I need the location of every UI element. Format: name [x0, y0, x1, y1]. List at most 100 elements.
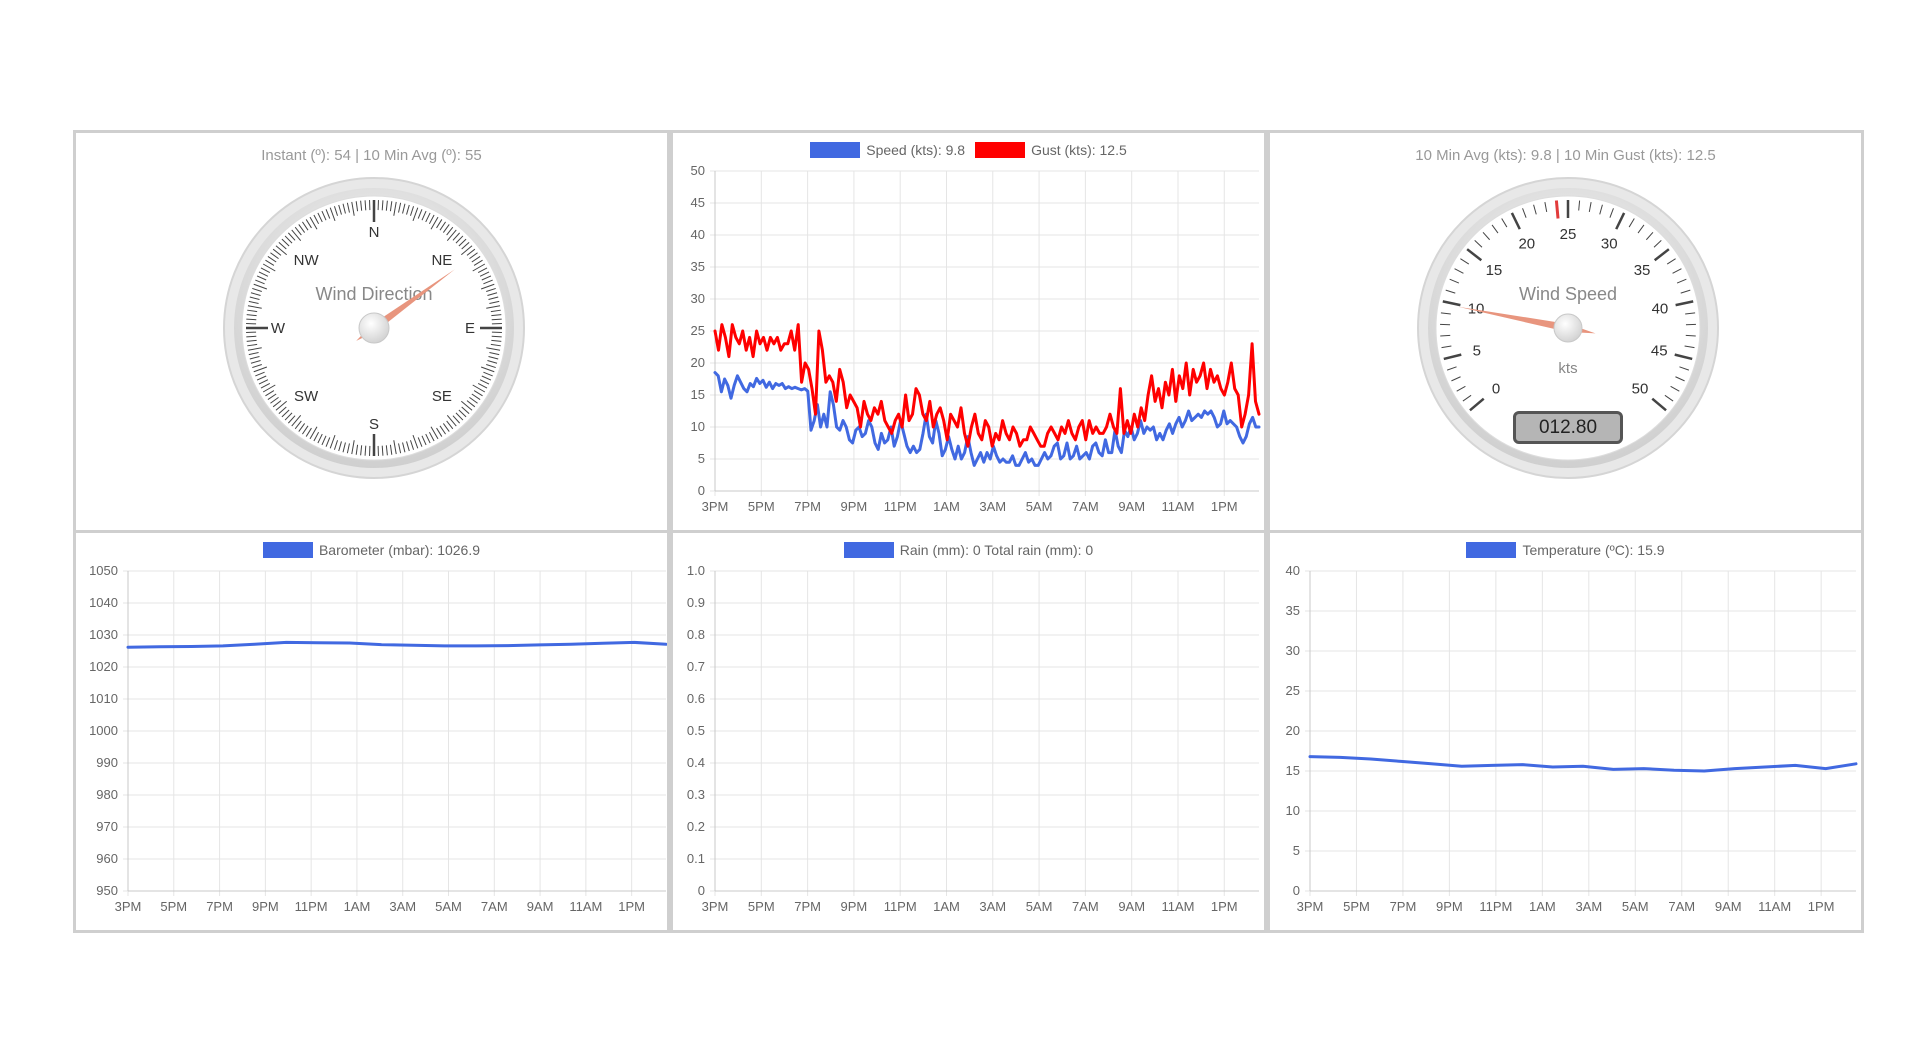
- x-tick-label: 1PM: [1211, 899, 1238, 914]
- x-tick-label: 7AM: [1072, 899, 1099, 914]
- y-tick-label: 0: [698, 883, 705, 898]
- compass-tick: [490, 343, 501, 347]
- x-tick-label: 7AM: [1072, 499, 1099, 514]
- speed-scale-label: 15: [1486, 262, 1503, 279]
- legend-label-rain: Rain (mm): 0 Total rain (mm): 0: [899, 542, 1094, 558]
- compass-tick: [252, 363, 262, 369]
- y-tick-label: 30: [1286, 643, 1300, 658]
- compass-tick: [393, 440, 397, 455]
- compass-tick: [338, 204, 342, 215]
- compass-tick: [461, 406, 470, 415]
- compass-tick: [491, 339, 502, 342]
- speed-tick: [1441, 345, 1452, 349]
- speed-hub: [1553, 313, 1583, 343]
- y-tick-label: 1.0: [687, 563, 705, 578]
- compass-tick: [249, 356, 260, 360]
- compass-tick: [455, 412, 464, 421]
- compass-tick: [385, 445, 388, 456]
- speed-tick: [1676, 278, 1687, 284]
- compass-tick: [406, 204, 410, 215]
- speed-scale-label: 40: [1652, 300, 1669, 317]
- compass-tick: [487, 292, 498, 296]
- compass-tick: [272, 400, 282, 408]
- x-tick-label: 11PM: [884, 899, 917, 914]
- x-tick-label: 1PM: [618, 899, 645, 914]
- y-tick-label: 0.6: [687, 691, 705, 706]
- compass-tick: [267, 393, 277, 400]
- compass-tick: [278, 406, 287, 415]
- x-tick-label: 1AM: [933, 899, 960, 914]
- compass-tick: [247, 305, 262, 309]
- x-tick-label: 3PM: [702, 499, 729, 514]
- y-tick-label: 960: [96, 851, 118, 866]
- speed-scale-label: 25: [1560, 226, 1577, 243]
- compass-tick: [489, 300, 500, 304]
- x-tick-label: 9AM: [1118, 899, 1145, 914]
- wind-direction-gauge: N NE E SE S SW W NW Wind Direction: [223, 177, 525, 479]
- y-tick-label: 35: [691, 259, 705, 274]
- compass-tick: [275, 245, 287, 256]
- compass-tick: [412, 207, 419, 222]
- barometer-chart: 950 960 970 980 990 1000 1010 1020 1030 1040 1050 3…: [89, 563, 667, 914]
- compass-tick: [246, 339, 257, 342]
- compass-title-label: Wind Direction: [315, 284, 432, 304]
- compass-cardinal-label: S: [369, 416, 379, 433]
- legend-item-gust[interactable]: Gust (kts): 12.5: [975, 142, 1127, 158]
- compass-tick: [246, 318, 257, 321]
- compass-tick: [281, 409, 290, 418]
- x-tick-label: 11PM: [295, 899, 328, 914]
- speed-scale-label: 50: [1632, 380, 1649, 397]
- compass-tick: [338, 441, 342, 452]
- compass-tick: [472, 263, 486, 272]
- y-tick-label: 0.3: [687, 787, 705, 802]
- x-tick-label: 3AM: [389, 899, 416, 914]
- compass-tick: [473, 390, 483, 397]
- x-tick-label: 9AM: [1118, 499, 1145, 514]
- speed-tick: [1645, 231, 1654, 241]
- speed-tick: [1446, 366, 1457, 371]
- speed-tick: [1443, 353, 1462, 361]
- legend-item-speed[interactable]: Speed (kts): 9.8: [810, 142, 965, 158]
- speed-tick: [1440, 334, 1451, 337]
- x-tick-label: 7AM: [1668, 899, 1695, 914]
- compass-tick: [442, 224, 450, 233]
- x-tick-label: 7PM: [794, 899, 821, 914]
- compass-tick: [481, 375, 492, 381]
- compass-tick: [491, 335, 502, 338]
- legend-swatch-barometer: [262, 542, 313, 558]
- temperature-panel: Temperature (ºC): 15.9 0 5 10 15 20 25 30 35 40 3…: [1267, 530, 1864, 933]
- compass-tick: [260, 382, 271, 389]
- speed-tick: [1491, 224, 1499, 234]
- speed-tick: [1469, 397, 1485, 412]
- compass-tick: [360, 200, 363, 211]
- compass-tick: [491, 318, 502, 321]
- compass-tick: [436, 219, 443, 229]
- rain-panel: Rain (mm): 0 Total rain (mm): 0 0 0.1 0.2 0…: [670, 530, 1267, 933]
- legend-item-temperature[interactable]: Temperature (ºC): 15.9: [1466, 542, 1665, 558]
- legend-item-barometer[interactable]: Barometer (mbar): 1026.9: [262, 542, 480, 558]
- compass-tick: [351, 440, 355, 455]
- x-tick-label: 5AM: [435, 899, 462, 914]
- compass-tick: [452, 232, 461, 241]
- wind-chart-legend: Speed (kts): 9.8 Gust (kts): 12.5: [673, 139, 1264, 161]
- compass-tick: [385, 200, 388, 211]
- compass-tick: [425, 433, 431, 444]
- speed-tick: [1675, 376, 1685, 382]
- compass-tick: [428, 214, 435, 225]
- speed-tick: [1440, 312, 1451, 315]
- compass-tick: [252, 287, 262, 293]
- compass-tick: [409, 206, 415, 216]
- x-tick-label: 7PM: [794, 499, 821, 514]
- compass-tick: [284, 412, 293, 421]
- compass-tick: [480, 283, 495, 290]
- y-tick-label: 0.4: [687, 755, 705, 770]
- wind-speed-panel: 10 Min Avg (kts): 9.8 | 10 Min Gust (kts…: [1267, 130, 1864, 533]
- legend-item-rain[interactable]: Rain (mm): 0 Total rain (mm): 0: [843, 542, 1094, 558]
- compass-tick: [249, 296, 260, 300]
- speed-tick: [1680, 289, 1691, 294]
- speed-scale-label: 0: [1492, 380, 1500, 397]
- y-tick-label: 1040: [89, 595, 118, 610]
- compass-tick: [430, 216, 439, 230]
- compass-tick: [355, 201, 359, 212]
- speed-tick: [1533, 204, 1537, 215]
